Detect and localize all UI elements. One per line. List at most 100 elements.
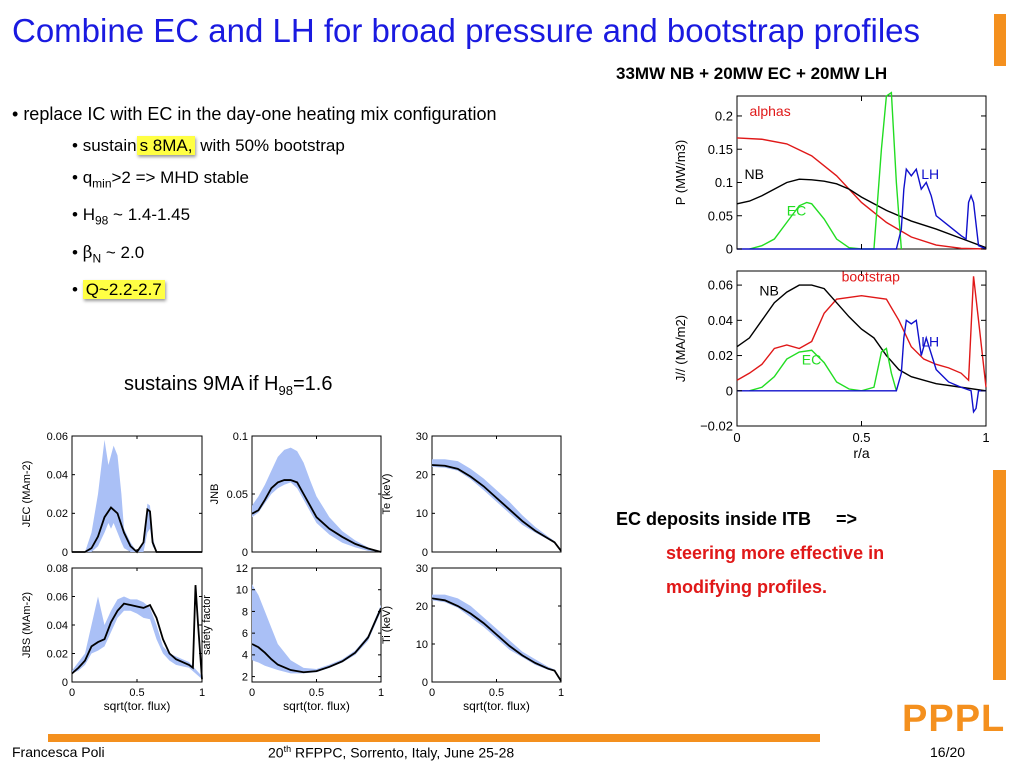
ec-note-line2: steering more effective in	[666, 543, 885, 563]
y-tick-label-q: 2	[242, 671, 248, 683]
y-tick-label-current: 0	[726, 383, 733, 398]
chart-frame-jnb	[251, 435, 382, 553]
sustains9-post: =1.6	[292, 373, 333, 395]
footer-author: Francesca Poli	[12, 744, 105, 760]
ec-note: EC deposits inside ITB => steering more …	[616, 502, 884, 604]
y-tick-label-te: 20	[416, 470, 428, 482]
series-line-power-alphas	[736, 137, 987, 250]
y-tick-label-jbs: 0.02	[47, 648, 68, 660]
series-line-jbs-0	[71, 585, 203, 680]
x-tick-label-ti: 1	[558, 687, 564, 699]
series-line-current-bootstrap	[736, 276, 987, 388]
annotation-current-bootstrap: bootstrap	[842, 269, 901, 285]
annotation-current-EC: EC	[802, 351, 821, 367]
y-tick-label-power: 0.1	[715, 175, 733, 190]
series-line-ti-0	[431, 597, 562, 682]
bullet-qmin: • qmin>2 => MHD stable	[72, 168, 249, 191]
bullet-sustains: • sustain s 8MA, with 50% bootstrap	[72, 136, 345, 155]
y-tick-label-jbs: 0	[62, 677, 68, 689]
annotation-power-EC: EC	[787, 203, 806, 219]
series-line-power-LH	[737, 167, 987, 250]
y-tick-label-q: 12	[236, 563, 248, 575]
band-jbs	[72, 596, 202, 680]
band-jec	[72, 439, 202, 552]
y-tick-label-q: 10	[236, 585, 248, 597]
bullet-main-text: replace IC with EC in the day-one heatin…	[23, 104, 497, 124]
bullet-beta: • βN ~ 2.0	[72, 242, 145, 266]
q-highlight: Q~2.2-2.7	[82, 280, 165, 300]
annotation-current-LH: LH	[921, 334, 939, 350]
slide-title: Combine EC and LH for broad pressure and…	[12, 12, 920, 49]
footer-bar	[48, 734, 820, 742]
x-tick-label-current: 1	[982, 430, 989, 445]
series-line-power-NB	[736, 178, 987, 249]
bullet-h98: • H98 ~ 1.4-1.45	[72, 205, 191, 228]
y-axis-label-ti: Ti (keV)	[381, 606, 393, 644]
y-tick-label-te: 10	[416, 508, 428, 520]
series-line-q-0	[251, 607, 382, 674]
y-tick-label-ti: 30	[416, 563, 428, 575]
y-axis-label-te: Te (keV)	[381, 474, 393, 515]
beta-sub: N	[92, 251, 102, 266]
series-line-jnb-0	[251, 479, 382, 553]
y-axis-label-q: safety factor	[201, 595, 213, 655]
chart-frame-power	[736, 95, 987, 250]
y-tick-label-ti: 10	[416, 639, 428, 651]
y-tick-label-te: 30	[416, 431, 428, 443]
y-tick-label-jbs: 0.08	[47, 563, 68, 575]
qmin-label: q	[82, 168, 93, 187]
sustains-post: with 50% bootstrap	[195, 136, 345, 155]
y-tick-label-current: −0.02	[700, 419, 733, 434]
conf-post: RFPPC, Sorrento, Italy, June 25-28	[291, 744, 515, 761]
pppl-logo: PPPL	[902, 698, 1006, 740]
series-line-jec-0	[72, 506, 202, 554]
sustains9-pre: sustains 9MA if H	[124, 373, 279, 395]
sustains-highlight: s 8MA,	[136, 136, 196, 155]
x-tick-label-ti: 0.5	[489, 687, 504, 699]
sustains-9ma-note: sustains 9MA if H98=1.6	[124, 373, 332, 398]
footer-page: 16/20	[930, 744, 966, 760]
bullet-list: • replace IC with EC in the day-one heat…	[12, 98, 497, 306]
x-tick-label-current: 0	[733, 430, 740, 445]
y-tick-label-ti: 20	[416, 601, 428, 613]
x-axis-label-ti: sqrt(tor. flux)	[463, 699, 530, 713]
beta-label: β	[82, 242, 93, 263]
x-axis-label-jbs: sqrt(tor. flux)	[104, 699, 171, 713]
sustains-pre: sustain	[82, 136, 137, 155]
x-tick-label-q: 0	[249, 687, 255, 699]
x-tick-label-current: 0.5	[852, 430, 870, 445]
annotation-power-alphas: alphas	[749, 103, 790, 119]
sustains9-sub: 98	[278, 383, 293, 398]
accent-bar-right	[993, 470, 1006, 680]
h98-post: ~ 1.4-1.45	[108, 205, 191, 225]
y-tick-label-jnb: 0	[242, 547, 248, 559]
chart-frame-current	[736, 270, 987, 427]
band-te	[432, 459, 561, 552]
ec-note-line3: modifying profiles.	[666, 577, 828, 597]
annotation-power-LH: LH	[921, 166, 939, 182]
h98-label: H	[82, 205, 95, 225]
x-tick-label-jbs: 1	[199, 687, 205, 699]
series-line-current-LH	[737, 319, 986, 414]
series-line-current-NB	[736, 284, 987, 392]
y-axis-label-jbs: JBS (MAm-2)	[21, 592, 33, 658]
config-label: 33MW NB + 20MW EC + 20MW LH	[616, 64, 888, 83]
annotation-current-NB: NB	[759, 283, 778, 299]
y-tick-label-jec: 0.06	[47, 431, 68, 443]
y-tick-label-current: 0.06	[708, 278, 733, 293]
y-axis-label-current: J// (MA/m2)	[673, 315, 688, 382]
y-tick-label-jbs: 0.04	[47, 620, 68, 632]
y-tick-label-current: 0.02	[708, 348, 733, 363]
conf-pre: 20	[268, 744, 284, 761]
y-tick-label-jec: 0.02	[47, 508, 68, 520]
series-line-current-EC	[749, 347, 898, 392]
band-jnb	[252, 447, 381, 552]
x-tick-label-jbs: 0	[69, 687, 75, 699]
y-tick-label-power: 0.2	[715, 109, 733, 124]
y-tick-label-power: 0.05	[708, 208, 733, 223]
series-line-te-0	[431, 464, 562, 552]
beta-post: ~ 2.0	[101, 242, 145, 262]
y-tick-label-power: 0	[726, 242, 733, 257]
y-axis-label-power: P (MW/m3)	[673, 140, 688, 205]
